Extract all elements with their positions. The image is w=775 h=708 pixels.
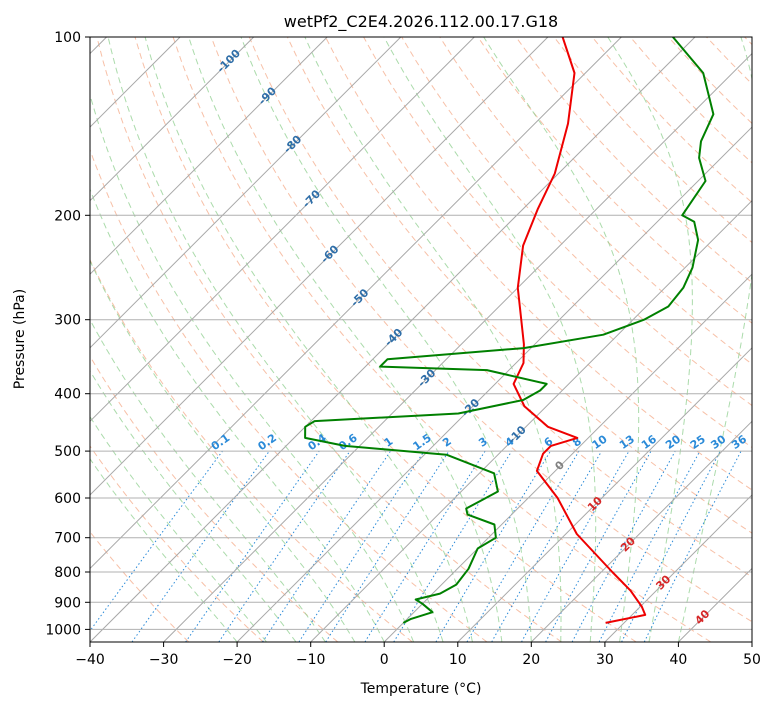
moist-adiabat-line — [483, 37, 640, 642]
x-tick-label: 30 — [596, 652, 614, 668]
mixing-ratio-line — [90, 450, 223, 632]
y-axis: 1000 900 800 700 600 500 400 300 200 100 — [45, 30, 90, 638]
mixing-ratio-line — [393, 450, 513, 642]
moist-adiabat-line — [90, 415, 267, 642]
y-tick-label: 800 — [54, 565, 81, 581]
mixing-ratio-lines — [90, 450, 742, 642]
y-tick-label: 200 — [54, 208, 81, 224]
moist-adiabat-line — [90, 369, 297, 642]
moist-adiabat-line — [240, 37, 532, 642]
dry-adiabat-line — [134, 37, 637, 642]
dry-adiabat-line — [286, 37, 752, 534]
mixing-ratio-line — [545, 450, 652, 642]
isotherm-line — [90, 37, 402, 349]
mixing-ratio-line — [262, 450, 391, 642]
x-tick-label: 20 — [522, 652, 540, 668]
x-tick-label: −20 — [222, 652, 252, 668]
isotherm-line — [90, 37, 549, 496]
x-tick-label: −30 — [149, 652, 179, 668]
isotherm-line — [604, 494, 752, 642]
y-tick-label: 1000 — [45, 622, 81, 638]
isotherm-line — [90, 37, 328, 275]
profile-series — [304, 37, 715, 624]
isotherm-line — [236, 126, 752, 642]
mixing-ratio-line — [643, 450, 742, 642]
dry-adiabat-line — [90, 355, 339, 642]
x-tick-label: −10 — [296, 652, 326, 668]
isotherm-line — [90, 37, 696, 642]
x-tick-label: −40 — [75, 652, 105, 668]
moist-adiabat-line — [107, 37, 444, 642]
isobar-gridlines — [90, 37, 752, 630]
moist-adiabat-line — [304, 37, 562, 642]
moist-adiabat-line — [90, 457, 238, 642]
isotherm-line — [310, 199, 752, 642]
y-tick-label: 900 — [54, 595, 81, 611]
moist-adiabat-line — [90, 188, 385, 642]
dry-adiabat-line — [325, 37, 752, 491]
moist-adiabat-line — [383, 37, 597, 642]
isotherm-line — [163, 52, 752, 642]
mixing-ratio-line — [298, 450, 425, 642]
mixing-ratio-line — [218, 450, 351, 642]
moist-adiabat-line — [677, 37, 752, 642]
y-tick-label: 400 — [54, 387, 81, 403]
y-tick-label: 600 — [54, 491, 81, 507]
x-axis: −40 −30 −20 −10 0 10 20 30 40 50 — [75, 642, 761, 668]
moist-adiabat-line — [90, 259, 356, 642]
x-axis-label: Temperature (°C) — [360, 681, 482, 697]
isotherm-line — [90, 37, 475, 423]
y-tick-label: 300 — [54, 313, 81, 329]
dewpoint-profile-line — [304, 37, 715, 624]
moist-adiabat-line — [188, 37, 503, 642]
moist-adiabat-line — [90, 318, 326, 642]
mixing-ratio-line — [571, 450, 676, 642]
isotherm-line — [383, 273, 752, 642]
isotherm-line — [90, 37, 622, 570]
moist-adiabats — [90, 37, 752, 642]
mixing-ratio-line — [131, 450, 270, 642]
y-tick-label: 700 — [54, 531, 81, 547]
dry-adiabat-line — [210, 37, 752, 623]
plot-frame — [89, 36, 753, 643]
dry-adiabat-line — [90, 258, 413, 642]
moist-adiabat-line — [144, 37, 473, 642]
mixing-ratio-line — [325, 450, 450, 642]
dry-adiabat-line — [90, 445, 264, 642]
isotherm-line — [457, 347, 752, 642]
mixing-ratio-line — [185, 450, 320, 642]
y-tick-label: 500 — [54, 444, 81, 460]
y-tick-label: 100 — [54, 30, 81, 46]
mixing-ratio-line — [521, 450, 630, 642]
x-tick-label: 50 — [743, 652, 761, 668]
x-tick-label: 10 — [449, 652, 467, 668]
dry-adiabat-line — [96, 37, 562, 642]
temperature-profile-line — [512, 37, 647, 624]
x-tick-label: 40 — [669, 652, 687, 668]
moist-adiabat-line — [607, 37, 693, 642]
isotherms — [90, 37, 752, 642]
isotherm-line — [90, 37, 255, 202]
x-tick-label: 0 — [380, 652, 389, 668]
dry-adiabat-line — [248, 37, 752, 578]
y-axis-label: Pressure (hPa) — [12, 289, 28, 389]
isotherm-line — [530, 420, 752, 642]
chart-title: wetPf2_C2E4.2026.112.00.17.G18 — [284, 12, 558, 32]
